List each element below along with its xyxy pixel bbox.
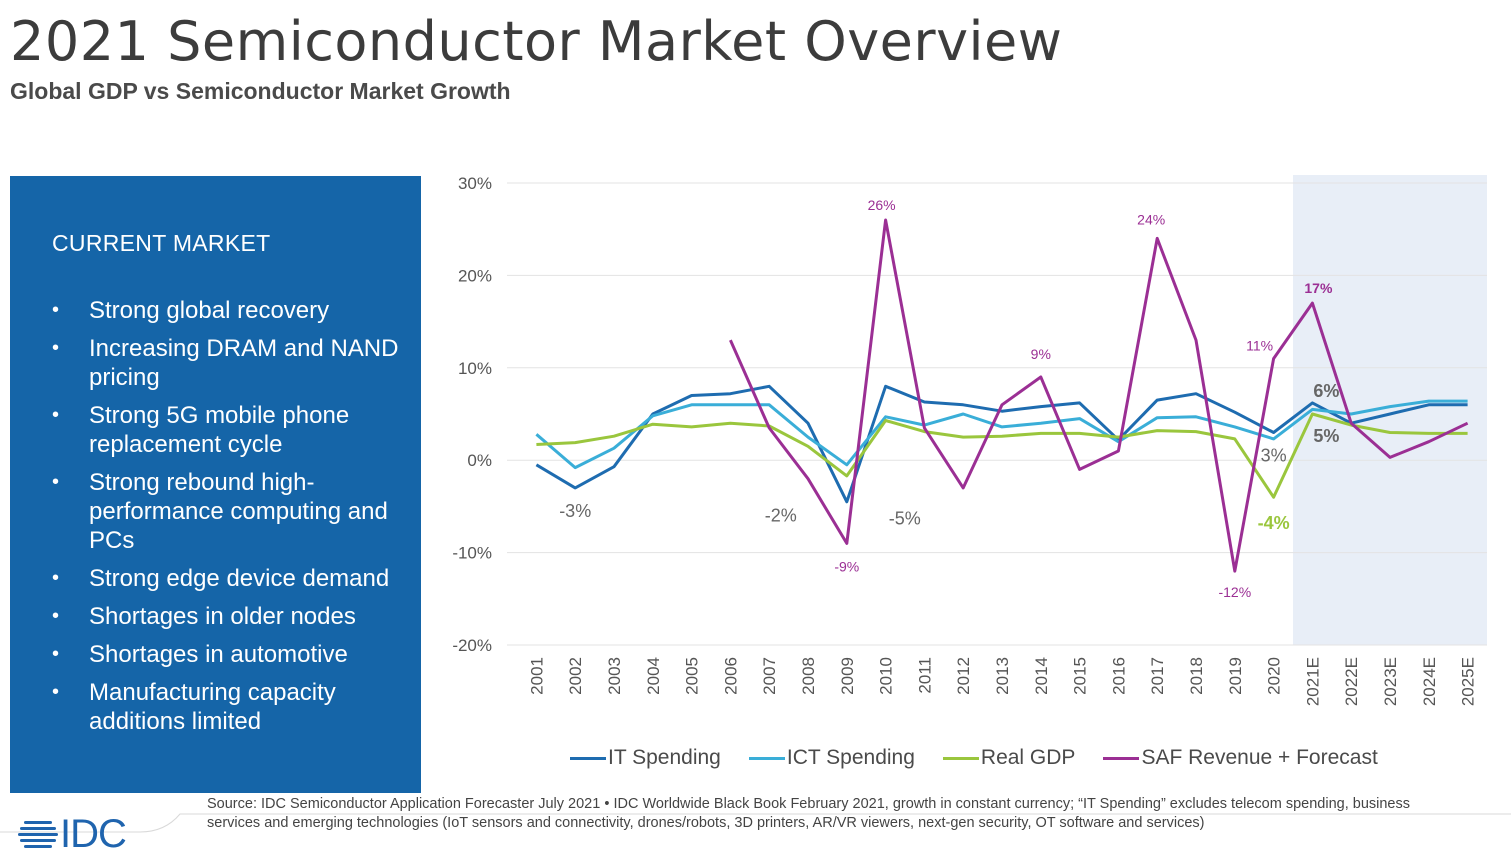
y-tick-label: 10% bbox=[458, 359, 492, 378]
data-label: 24% bbox=[1137, 211, 1165, 227]
data-label: -12% bbox=[1218, 584, 1251, 600]
bullet-text: Strong rebound high-performance computin… bbox=[89, 469, 388, 554]
legend-swatch bbox=[748, 756, 785, 760]
y-tick-label: 30% bbox=[458, 174, 492, 193]
data-label: -4% bbox=[1258, 513, 1290, 533]
legend-label: ICT Spending bbox=[786, 746, 915, 769]
x-tick-label: 2002 bbox=[566, 657, 585, 695]
x-tick-label: 2006 bbox=[721, 657, 740, 695]
legend-label: SAF Revenue + Forecast bbox=[1141, 746, 1378, 769]
panel-heading: CURRENT MARKET bbox=[52, 230, 271, 256]
legend-swatch bbox=[942, 756, 979, 760]
x-tick-label: 2004 bbox=[644, 657, 663, 695]
legend-label: Real GDP bbox=[980, 746, 1076, 769]
market-bullet-list: • Strong global recovery • Increasing DRAM… bbox=[52, 296, 422, 745]
data-label: 17% bbox=[1304, 280, 1333, 296]
bullet-text: Strong edge device demand bbox=[89, 565, 390, 592]
y-tick-label: 0% bbox=[467, 451, 492, 470]
x-tick-label: 2007 bbox=[760, 657, 779, 695]
page-title: 2021 Semiconductor Market Overview bbox=[10, 10, 1063, 73]
bullet-dot-icon: • bbox=[52, 605, 60, 627]
x-tick-label: 2017 bbox=[1148, 657, 1167, 695]
bullet-text: Increasing DRAM and NAND pricing bbox=[89, 335, 399, 391]
x-tick-label: 2022E bbox=[1342, 657, 1361, 706]
y-tick-label: 20% bbox=[458, 266, 492, 285]
bullet-dot-icon: • bbox=[52, 471, 60, 493]
data-label: -9% bbox=[834, 558, 859, 574]
x-tick-label: 2023E bbox=[1381, 657, 1400, 706]
x-tick-label: 2015 bbox=[1071, 657, 1090, 695]
data-label: 11% bbox=[1246, 338, 1273, 354]
data-label: -5% bbox=[889, 508, 921, 528]
x-tick-label: 2009 bbox=[838, 657, 857, 695]
bullet-text: Manufacturing capacity additions limited bbox=[89, 679, 336, 735]
current-market-panel: CURRENT MARKET • Strong global recovery •… bbox=[10, 176, 421, 793]
bullet-dot-icon: • bbox=[52, 299, 60, 321]
x-tick-label: 2013 bbox=[993, 657, 1012, 695]
idc-globe-icon bbox=[18, 820, 58, 848]
x-tick-label: 2019 bbox=[1226, 657, 1245, 695]
source-note: Source: IDC Semiconductor Application Fo… bbox=[207, 796, 1410, 831]
x-tick-label: 2012 bbox=[954, 657, 973, 695]
bullet-dot-icon: • bbox=[52, 337, 60, 359]
y-tick-label: -20% bbox=[452, 636, 492, 655]
data-label: 6% bbox=[1313, 381, 1339, 401]
y-tick-label: -10% bbox=[452, 544, 492, 563]
bullet-item: • Shortages in automotive bbox=[52, 640, 422, 669]
idc-logo-text: IDC bbox=[60, 812, 127, 856]
bullet-text: Strong 5G mobile phone replacement cycle bbox=[89, 402, 350, 458]
x-tick-label: 2025E bbox=[1459, 657, 1478, 706]
bullet-item: • Strong rebound high-performance computi… bbox=[52, 468, 422, 555]
bullet-text: Shortages in older nodes bbox=[89, 603, 356, 630]
legend-item: Real GDP bbox=[942, 746, 1076, 770]
x-tick-label: 2016 bbox=[1109, 657, 1128, 695]
legend-swatch bbox=[570, 756, 606, 760]
x-tick-label: 2008 bbox=[799, 657, 818, 695]
series-line-saf-revenue-forecast bbox=[729, 218, 1469, 573]
bullet-text: Shortages in automotive bbox=[89, 641, 348, 668]
bullet-item: • Strong global recovery bbox=[52, 296, 422, 325]
bullet-item: • Increasing DRAM and NAND pricing bbox=[52, 334, 422, 392]
series-line-it-spending bbox=[535, 384, 1468, 504]
legend-swatch bbox=[1103, 756, 1140, 760]
series-line-real-gdp bbox=[536, 412, 1468, 499]
x-tick-label: 2010 bbox=[877, 657, 896, 695]
bullet-item: • Strong edge device demand bbox=[52, 564, 422, 593]
x-tick-label: 2021E bbox=[1303, 657, 1322, 706]
data-label: -2% bbox=[765, 506, 797, 526]
data-label: 3% bbox=[1261, 445, 1287, 465]
bullet-dot-icon: • bbox=[52, 567, 60, 589]
x-tick-label: 2014 bbox=[1032, 657, 1051, 695]
x-tick-label: 2024E bbox=[1420, 657, 1439, 706]
legend-label: IT Spending bbox=[608, 746, 721, 769]
bullet-item: • Manufacturing capacity additions limite… bbox=[52, 678, 422, 736]
x-tick-label: 2003 bbox=[605, 657, 624, 695]
bullet-dot-icon: • bbox=[52, 404, 60, 426]
x-tick-label: 2018 bbox=[1187, 657, 1206, 695]
x-tick-label: 2020 bbox=[1265, 657, 1284, 695]
footer-divider bbox=[0, 813, 1511, 833]
chart-legend: IT Spending ICT Spending Real GDP SAF Reven… bbox=[570, 746, 1378, 770]
bullet-dot-icon: • bbox=[52, 681, 60, 703]
x-tick-label: 2001 bbox=[527, 657, 546, 695]
bullet-dot-icon: • bbox=[52, 643, 60, 665]
legend-item: SAF Revenue + Forecast bbox=[1103, 746, 1378, 770]
page-subtitle: Global GDP vs Semiconductor Market Growt… bbox=[10, 78, 511, 104]
series-line-ict-spending bbox=[535, 399, 1468, 470]
bullet-item: • Shortages in older nodes bbox=[52, 602, 422, 631]
legend-item: IT Spending bbox=[570, 746, 721, 770]
bullet-item: • Strong 5G mobile phone replacement cycl… bbox=[52, 401, 422, 459]
x-tick-label: 2011 bbox=[915, 657, 934, 694]
growth-line-chart: 30% 20% 10% 0% -10% -20% 2001 2002 2003 2004 2005 2… bbox=[452, 174, 1487, 706]
data-label: -3% bbox=[559, 501, 591, 521]
x-tick-label: 2005 bbox=[683, 657, 702, 695]
legend-item: ICT Spending bbox=[748, 746, 915, 770]
idc-logo: IDC bbox=[18, 812, 127, 857]
data-label: 5% bbox=[1313, 426, 1339, 446]
bullet-text: Strong global recovery bbox=[89, 297, 330, 324]
data-label: 9% bbox=[1031, 346, 1051, 362]
data-label: 26% bbox=[868, 197, 896, 213]
